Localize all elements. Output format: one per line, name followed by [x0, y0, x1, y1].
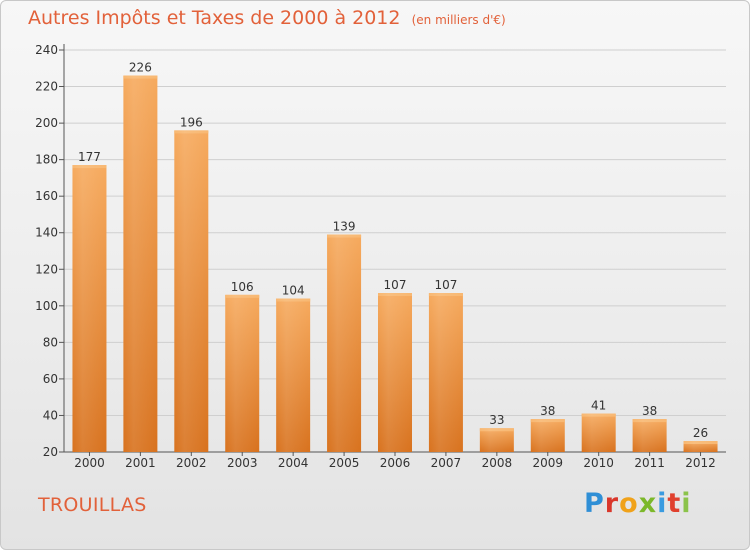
x-tick-label: 2001 — [125, 456, 156, 470]
x-tick-label: 2011 — [634, 456, 665, 470]
logo-letter: P — [584, 488, 605, 519]
x-tick-label: 2000 — [74, 456, 105, 470]
y-tick-label: 200 — [35, 116, 58, 130]
y-tick-label: 160 — [35, 189, 58, 203]
value-label: 104 — [282, 284, 305, 298]
y-tick-label: 240 — [35, 43, 58, 57]
value-label: 107 — [434, 278, 457, 292]
logo-letter: x — [638, 488, 658, 519]
y-tick-label: 140 — [35, 226, 58, 240]
y-tick-label: 60 — [43, 372, 58, 386]
logo-letter: i — [657, 488, 668, 519]
y-tick-label: 120 — [35, 262, 58, 276]
bar-shine — [530, 419, 565, 452]
y-tick-label: 80 — [43, 335, 58, 349]
value-label: 139 — [333, 220, 356, 234]
x-tick-label: 2006 — [380, 456, 411, 470]
value-label: 177 — [78, 150, 101, 164]
bars-layer — [72, 75, 718, 453]
bar-shine — [72, 165, 107, 453]
x-tick-label: 2002 — [176, 456, 207, 470]
chart-title-main: Autres Impôts et Taxes de 2000 à 2012 — [28, 7, 401, 29]
logo-letter: t — [667, 488, 682, 519]
value-label: 196 — [180, 115, 203, 129]
proxiti-logo[interactable]: Proxiti — [584, 488, 692, 519]
bar-shine — [428, 293, 463, 452]
bar-shine — [276, 298, 311, 452]
bar-shine — [123, 75, 158, 452]
bar-shine — [378, 293, 412, 452]
logo-letter: r — [604, 488, 620, 519]
labels-layer: 20 40 60 80 100 120 140 160 180 200 220 240 177 2000 2… — [35, 43, 716, 470]
x-tick-label: 2010 — [583, 456, 614, 470]
bar-shine — [581, 413, 616, 452]
x-tick-label: 2009 — [532, 456, 563, 470]
bar-shine — [479, 428, 514, 452]
y-tick-label: 40 — [43, 408, 58, 422]
y-tick-label: 20 — [43, 445, 58, 459]
value-label: 38 — [540, 404, 555, 418]
logo-letter: o — [619, 488, 639, 519]
value-label: 26 — [693, 426, 708, 440]
value-label: 106 — [231, 280, 254, 294]
bar-shine — [632, 419, 667, 452]
x-tick-label: 2007 — [431, 456, 462, 470]
value-label: 33 — [489, 413, 504, 427]
y-tick-label: 180 — [35, 153, 58, 167]
y-tick-label: 220 — [35, 80, 58, 94]
x-tick-label: 2003 — [227, 456, 258, 470]
x-tick-label: 2005 — [329, 456, 360, 470]
chart-title-unit: (en milliers d'€) — [411, 13, 506, 27]
x-tick-label: 2004 — [278, 456, 309, 470]
x-tick-label: 2012 — [685, 456, 716, 470]
bar-shine — [225, 294, 260, 452]
value-label: 107 — [384, 278, 407, 292]
x-tick-label: 2008 — [482, 456, 513, 470]
logo-letter: i — [681, 488, 692, 519]
value-label: 41 — [591, 399, 606, 413]
commune-name: TROUILLAS — [38, 494, 147, 516]
chart-title: Autres Impôts et Taxes de 2000 à 2012 (e… — [28, 7, 506, 29]
value-label: 38 — [642, 404, 657, 418]
bar-shine — [174, 130, 209, 452]
y-tick-label: 100 — [35, 299, 58, 313]
value-label: 226 — [129, 61, 152, 75]
bar-shine — [683, 441, 718, 452]
bar-shine — [327, 234, 362, 452]
